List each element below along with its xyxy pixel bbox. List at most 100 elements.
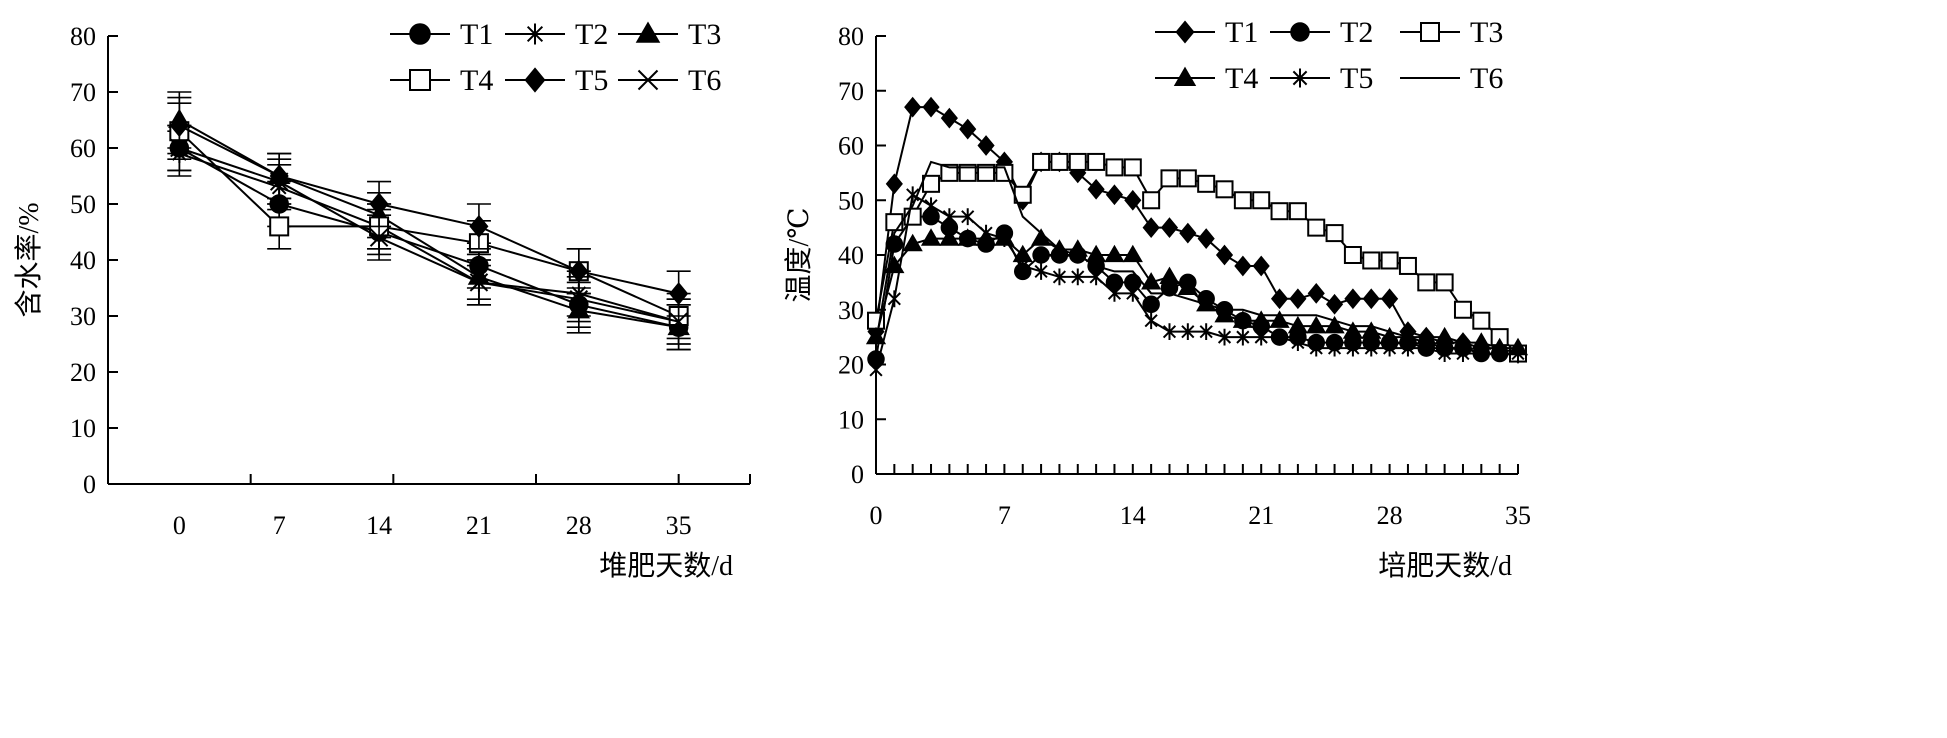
legend-label: T3 xyxy=(688,18,721,51)
data-point xyxy=(469,273,489,292)
data-point xyxy=(922,96,940,118)
data-point xyxy=(1142,217,1160,239)
data-point xyxy=(1199,323,1213,341)
data-point xyxy=(1141,272,1162,290)
data-point xyxy=(1160,169,1179,188)
y-tick-label: 30 xyxy=(838,296,864,325)
data-point xyxy=(1325,293,1344,315)
data-point xyxy=(1417,273,1436,292)
data-point xyxy=(1126,284,1140,302)
data-point xyxy=(1214,304,1235,323)
data-point xyxy=(269,172,289,191)
data-point xyxy=(922,174,941,193)
x-axis-title: 培肥天数/d xyxy=(1378,550,1512,582)
data-point xyxy=(1251,310,1272,328)
legend-marker xyxy=(1173,66,1197,86)
data-point xyxy=(1270,288,1289,310)
data-point xyxy=(1380,251,1399,270)
series-line-T2 xyxy=(179,152,679,323)
x-tick-label: 7 xyxy=(273,511,286,540)
y-tick-label: 40 xyxy=(70,246,96,275)
data-point xyxy=(1272,328,1287,346)
series-T3 xyxy=(167,91,691,351)
data-point xyxy=(1233,191,1252,210)
data-point xyxy=(1032,152,1051,171)
y-tick-label: 60 xyxy=(70,134,96,163)
data-point xyxy=(1052,268,1067,286)
data-point xyxy=(1122,244,1143,263)
legend-label: T5 xyxy=(1340,62,1373,95)
data-point xyxy=(1217,328,1232,346)
legend-label: T3 xyxy=(1470,16,1503,49)
data-point xyxy=(1087,152,1106,171)
legend-label: T4 xyxy=(1225,62,1258,95)
legend-label: T6 xyxy=(1470,62,1503,95)
data-point xyxy=(977,135,995,156)
y-tick-label: 80 xyxy=(838,22,864,51)
data-point xyxy=(957,228,978,246)
data-point xyxy=(1401,339,1415,357)
data-point xyxy=(942,208,956,226)
series-line-T4 xyxy=(178,130,680,317)
legend-label: T4 xyxy=(460,64,493,97)
y-tick-label: 60 xyxy=(838,132,864,161)
legend-marker xyxy=(1175,20,1195,44)
series-line-T3 xyxy=(875,160,1519,355)
data-point xyxy=(170,138,189,158)
data-point xyxy=(469,214,489,238)
data-point xyxy=(1123,158,1142,177)
series-line-T6 xyxy=(179,147,679,323)
x-tick-label: 21 xyxy=(466,511,492,540)
data-point xyxy=(1016,257,1030,275)
data-point xyxy=(1162,323,1177,341)
data-point xyxy=(1232,310,1253,328)
data-point xyxy=(1309,339,1323,357)
data-point xyxy=(1307,282,1325,304)
data-point xyxy=(269,216,290,237)
y-tick-label: 20 xyxy=(70,358,96,387)
legend-item-T6: T6 xyxy=(618,64,721,97)
data-point xyxy=(904,96,922,118)
data-point xyxy=(1068,152,1087,171)
data-point xyxy=(1472,311,1491,330)
series-T6 xyxy=(167,124,691,345)
data-point xyxy=(1398,256,1417,275)
y-tick-label: 80 xyxy=(70,22,96,51)
data-point xyxy=(1071,268,1085,286)
data-point xyxy=(1344,288,1362,310)
data-point xyxy=(1144,312,1158,330)
data-point xyxy=(1032,246,1050,264)
legend-item-T3: T3 xyxy=(1400,16,1503,49)
legend-marker xyxy=(526,23,544,45)
data-point xyxy=(1453,300,1472,319)
x-axis-title: 堆肥天数/d xyxy=(599,550,733,582)
data-point xyxy=(940,163,959,182)
series-line-T1 xyxy=(178,147,679,329)
data-point xyxy=(959,118,977,140)
series-T3 xyxy=(867,152,1527,363)
data-point xyxy=(902,233,923,252)
y-tick-label: 0 xyxy=(851,460,864,489)
x-tick-label: 7 xyxy=(998,501,1011,530)
data-point xyxy=(1289,288,1307,310)
data-point xyxy=(1381,288,1399,310)
data-point xyxy=(1434,326,1455,345)
data-point xyxy=(1050,152,1069,171)
legend-item-T5: T5 xyxy=(505,64,608,97)
data-point xyxy=(1107,284,1122,302)
data-point xyxy=(669,312,688,331)
data-point xyxy=(369,228,389,247)
data-point xyxy=(865,326,887,345)
x-tick-label: 28 xyxy=(1377,501,1403,530)
y-tick-label: 30 xyxy=(70,302,96,331)
data-point xyxy=(1343,246,1362,264)
y-tick-label: 0 xyxy=(83,470,96,499)
legend-label: T6 xyxy=(688,64,721,97)
x-tick-label: 21 xyxy=(1248,501,1274,530)
y-tick-label: 20 xyxy=(838,351,864,380)
legend-label: T1 xyxy=(460,18,493,51)
data-point xyxy=(961,208,975,226)
legend-marker xyxy=(409,69,431,91)
data-point xyxy=(1254,328,1268,346)
